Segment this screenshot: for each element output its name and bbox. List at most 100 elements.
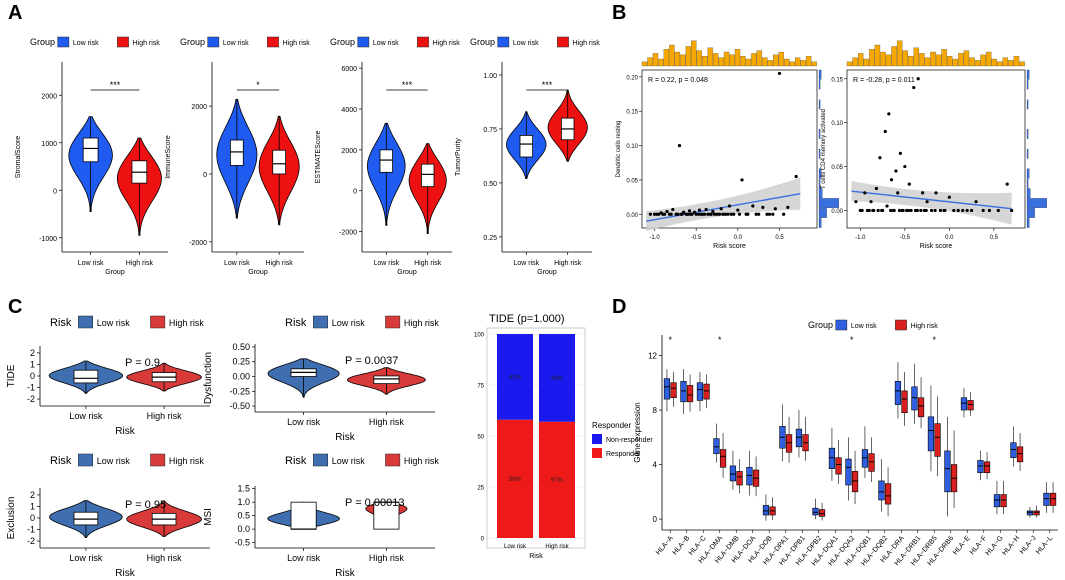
b-plot-1-top-hist-bar bbox=[997, 61, 1003, 67]
b-plot-0-top-hist-bar bbox=[773, 54, 779, 67]
b-plot-0-top-hist-bar bbox=[740, 56, 746, 67]
b-plot-1-point bbox=[863, 191, 867, 195]
b-plot-1-top-hist-bar bbox=[991, 58, 997, 67]
c2-legend-swatch-0 bbox=[78, 453, 93, 467]
b-plot-1-top-hist-bar bbox=[858, 53, 864, 67]
b-plot-0-ytick-label: 0.15 bbox=[626, 110, 638, 116]
b-plot-1-point bbox=[916, 77, 920, 81]
c-bar-ytick-label: 100 bbox=[474, 333, 485, 339]
b-plot-1-point bbox=[919, 208, 923, 213]
d-plot-box-low bbox=[1026, 510, 1034, 516]
b-plot-1-point bbox=[880, 208, 884, 213]
b-plot-0-point bbox=[717, 212, 722, 216]
b-plot-1-fit-line bbox=[851, 190, 1012, 210]
b-plot-0-point bbox=[727, 204, 732, 208]
b-plot-1-xtick-label: 0.0 bbox=[945, 235, 954, 241]
c1-legend-swatch-1 bbox=[385, 315, 401, 329]
b-plot-0-point bbox=[721, 212, 725, 216]
a1-legend-title: Group bbox=[180, 37, 205, 47]
c3-legend-swatch-0 bbox=[313, 453, 328, 467]
d-plot-sig-3: * bbox=[718, 335, 722, 345]
b-plot-0-top-hist-bar bbox=[762, 57, 768, 67]
c0-legend-swatch-0 bbox=[78, 315, 93, 329]
b-plot-0-top-hist-bar bbox=[674, 51, 681, 67]
b-plot-1-right-hist-bar bbox=[1026, 69, 1030, 80]
b-plot-0-top-hist-bar bbox=[691, 40, 697, 67]
b-plot-0-top-hist-bar bbox=[778, 51, 784, 67]
b-plot-1-xlabel: Risk score bbox=[920, 243, 953, 250]
b-plot-0-point bbox=[709, 212, 713, 216]
a-plot-2-xtick-label-1: High risk bbox=[414, 260, 442, 267]
d-plot-ytick-label: 0 bbox=[653, 515, 658, 524]
b-plot-1-right-hist-bar bbox=[1026, 99, 1029, 110]
c-bar-xtick-label-0: Low risk bbox=[504, 544, 527, 550]
c-plot-2-xlabel: Risk bbox=[115, 568, 135, 579]
b-plot-1-point bbox=[907, 182, 911, 186]
b-plot-1-point bbox=[965, 208, 969, 213]
b-plot-0-point bbox=[699, 212, 703, 216]
c-bar-ytick-label: 25 bbox=[477, 486, 484, 492]
b-plot-0-top-hist-bar bbox=[707, 47, 713, 67]
c1-legend-title: Risk bbox=[285, 317, 307, 329]
d-plot-box-low bbox=[993, 494, 1001, 508]
b-plot-1-point bbox=[889, 178, 894, 182]
a-plot-2-ytick-label: 0 bbox=[353, 189, 357, 196]
c-bar-ytick-label: 0 bbox=[481, 537, 485, 543]
b-plot-0-point bbox=[671, 207, 675, 212]
b-plot-1-top-hist-bar bbox=[969, 57, 975, 67]
b-plot-0-point bbox=[757, 212, 761, 216]
b-plot-1-xtick-label: -0.5 bbox=[900, 235, 911, 241]
b-plot-0-ytick-label: 0.00 bbox=[626, 213, 638, 219]
b-plot-1-top-hist-bar bbox=[958, 53, 964, 67]
b-plot-1-point bbox=[894, 169, 898, 173]
d-legend-title: Group bbox=[808, 320, 833, 330]
b-plot-0-point bbox=[648, 212, 652, 216]
b-plot-1-ylabel: T cells CD4 memory activated bbox=[821, 109, 827, 189]
d-legend-swatch-0 bbox=[835, 319, 848, 331]
b-plot-1-point bbox=[889, 208, 893, 213]
c-plot-2-xtick-label-1: High risk bbox=[147, 553, 183, 563]
b-plot-0-point bbox=[677, 143, 682, 148]
b-plot-0-point bbox=[687, 209, 692, 213]
b-plot-0-top-hist-bar bbox=[756, 50, 763, 67]
c-bar-label-nonresponder-0: 42% bbox=[509, 375, 522, 381]
c-plot-0-xlabel: Risk bbox=[115, 426, 135, 437]
b-plot-1-point bbox=[942, 208, 946, 213]
b-plot-1-point bbox=[860, 208, 864, 213]
a-plot-0-xtick-label-1: High risk bbox=[126, 260, 154, 267]
d-plot-box-low bbox=[1043, 492, 1050, 506]
d-plot-box-low bbox=[960, 397, 968, 411]
b-plot-0-top-hist-bar bbox=[652, 53, 659, 67]
a2-legend-label-0: Low risk bbox=[373, 40, 399, 47]
b-plot-0-point bbox=[732, 212, 736, 216]
d-plot-xtick-label-23: HLA−L bbox=[1035, 535, 1054, 556]
b-plot-0-right-hist-bar bbox=[818, 178, 821, 189]
a-plot-2-box-0 bbox=[379, 149, 394, 173]
b-plot-0-top-hist-bar bbox=[784, 58, 790, 67]
b-plot-1-point bbox=[876, 208, 880, 213]
b-plot-1-point bbox=[1005, 182, 1009, 186]
b-plot-1-point bbox=[924, 208, 928, 213]
a-plot-3-xtick-label-0: Low risk bbox=[513, 260, 539, 267]
c-plot-1-ytick-label: 0.00 bbox=[232, 372, 250, 382]
d-plot-box-low bbox=[795, 428, 803, 448]
b-plot-1-top-hist-bar bbox=[952, 58, 958, 67]
d-plot-box-low bbox=[977, 460, 984, 474]
b-plot-1-point bbox=[896, 191, 900, 195]
c-plot-0-ytick-label: -1 bbox=[27, 383, 35, 393]
b-plot-0-xtick-label: -0.5 bbox=[691, 235, 702, 241]
c-plot-0-ytick-label: 2 bbox=[30, 348, 35, 358]
b-plot-0-point bbox=[726, 212, 730, 216]
d-plot-box-low bbox=[696, 382, 704, 401]
d-plot-box-low bbox=[713, 438, 720, 454]
b-plot-0-point bbox=[652, 212, 657, 216]
b-plot-1-top-hist-bar bbox=[935, 54, 942, 67]
b-plot-1-point bbox=[854, 200, 858, 204]
c-plot-2-ylabel: Exclusion bbox=[6, 497, 17, 540]
d-legend-swatch-1 bbox=[895, 319, 907, 331]
a1-legend-swatch-0 bbox=[207, 36, 220, 48]
b-plot-1-point bbox=[874, 186, 878, 191]
b-plot-1-top-hist-bar bbox=[963, 50, 970, 67]
b-plot-0-point bbox=[751, 204, 755, 208]
a-plot-3-ytick-label: 1.00 bbox=[483, 73, 497, 80]
